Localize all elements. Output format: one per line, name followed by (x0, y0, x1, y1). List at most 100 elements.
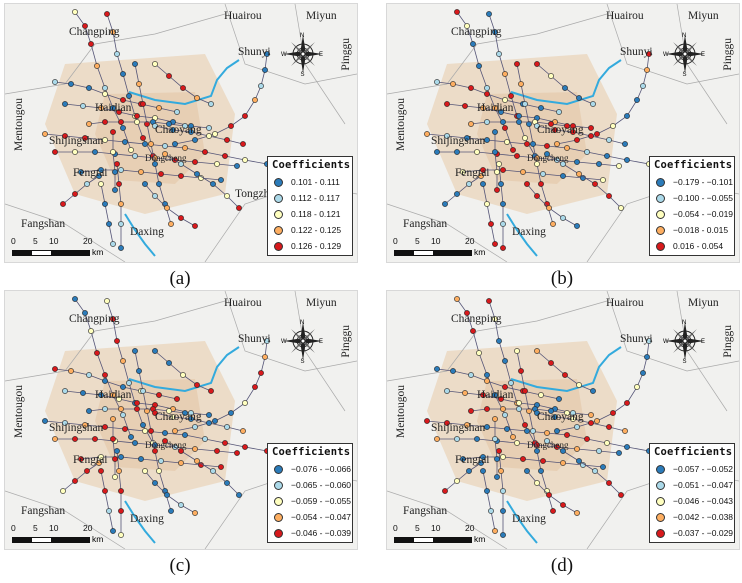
legend-swatch (656, 193, 665, 203)
metro-line (54, 368, 178, 400)
metro-station (526, 121, 532, 127)
label-chaoyang: Chaoyang (537, 411, 584, 423)
label-mentougou: Mentougou (395, 385, 407, 439)
metro-station (52, 79, 58, 85)
metro-line (106, 300, 154, 444)
metro-station (562, 372, 568, 378)
legend-label: −0.100 - −0.055 (673, 193, 734, 203)
metro-station (262, 67, 268, 73)
metro-station (644, 354, 650, 360)
metro-station (140, 135, 146, 141)
metro-station (556, 109, 562, 115)
metro-line (482, 470, 496, 532)
metro-station (142, 141, 148, 147)
metro-station (502, 384, 508, 390)
metro-station (192, 424, 198, 430)
metro-station (192, 510, 198, 516)
metro-station (468, 372, 474, 378)
metro-station (474, 149, 480, 155)
legend-label: −0.042 - −0.038 (673, 512, 734, 522)
label-shijingshan: Shijingshan (49, 422, 104, 434)
legend-item: 0.126 - 0.129 (268, 238, 352, 254)
metro-station (140, 422, 146, 428)
metro-station (142, 468, 148, 474)
legend-swatch (274, 177, 283, 187)
metro-station (600, 464, 606, 470)
metro-station (576, 171, 582, 177)
district-border (606, 4, 739, 85)
metro-station (464, 23, 470, 29)
metro-station (468, 85, 474, 91)
metro-station (116, 468, 122, 474)
metro-station (468, 121, 474, 127)
legend: Coefficients −0.179 - −0.101 −0.100 - −0.… (649, 156, 735, 256)
metro-station (516, 400, 522, 406)
metro-station (576, 95, 582, 101)
legend-item: −0.100 - −0.055 (650, 190, 734, 206)
metro-station (192, 446, 198, 452)
metro-station (476, 63, 482, 69)
legend: Coefficients −0.076 - −0.066 −0.065 - −0.… (267, 443, 353, 543)
metro-station (444, 420, 450, 426)
metro-station (484, 85, 490, 91)
label-huairou: Huairou (224, 10, 262, 22)
metro-station (546, 205, 552, 211)
metro-station (72, 478, 78, 484)
metro-station (548, 408, 554, 414)
metro-station (516, 406, 522, 412)
legend-swatch (656, 480, 665, 490)
metro-station (516, 113, 522, 119)
metro-station (594, 131, 600, 137)
metro-station (544, 430, 550, 436)
metro-station (546, 492, 552, 498)
metro-station (454, 9, 460, 15)
metro-station (646, 338, 652, 344)
metro-station (596, 448, 602, 454)
metro-station (618, 492, 624, 498)
scale-bar-segments (12, 537, 90, 543)
legend-item: −0.076 - −0.066 (268, 461, 352, 477)
metro-station (500, 201, 506, 207)
legend-label: −0.054 - −0.019 (673, 209, 734, 219)
metro-station (182, 123, 188, 129)
metro-station (454, 149, 460, 155)
metro-station (132, 61, 138, 67)
metro-station (222, 153, 228, 159)
metro-station (180, 85, 186, 91)
metro-station (52, 149, 58, 155)
metro-station (138, 456, 144, 462)
metro-station (140, 101, 146, 107)
district-border (224, 4, 357, 85)
metro-station (562, 85, 568, 91)
metro-station (166, 121, 172, 127)
scale-tick-10: 10 (431, 236, 441, 246)
legend-swatch (656, 241, 665, 251)
metro-station (92, 436, 98, 442)
metro-station (522, 388, 528, 394)
label-fengtai: Fengtai (73, 454, 108, 466)
legend-swatch (274, 528, 283, 538)
metro-station (534, 480, 540, 486)
district-border (5, 300, 226, 382)
metro-station (624, 157, 630, 163)
metro-station (544, 438, 550, 444)
metro-station (502, 358, 508, 364)
metro-station (78, 456, 84, 462)
metro-station (72, 191, 78, 197)
metro-station (590, 388, 596, 394)
metro-station (88, 328, 94, 334)
metro-station (110, 129, 116, 135)
compass-w: W (281, 52, 287, 58)
label-huairou: Huairou (224, 297, 262, 309)
scale-tick-10: 10 (49, 523, 59, 533)
district-border (387, 300, 608, 382)
metro-station (534, 123, 540, 129)
metro-station (552, 414, 558, 420)
express-line (128, 59, 240, 106)
compass-n: N (682, 33, 686, 39)
legend-swatch (274, 193, 283, 203)
metro-station (164, 492, 170, 498)
metro-station (450, 368, 456, 374)
compass-e: E (701, 339, 705, 345)
metro-station (484, 91, 490, 97)
